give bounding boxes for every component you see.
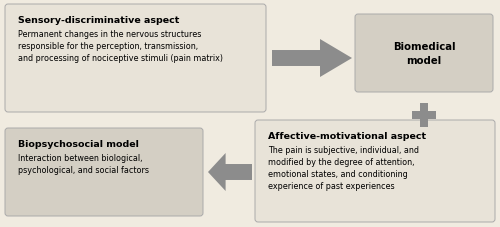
FancyBboxPatch shape [355, 15, 493, 93]
FancyBboxPatch shape [5, 128, 203, 216]
Text: Biomedical
model: Biomedical model [392, 42, 456, 66]
FancyBboxPatch shape [255, 121, 495, 222]
Text: The pain is subjective, individual, and
modified by the degree of attention,
emo: The pain is subjective, individual, and … [268, 145, 419, 191]
Text: Interaction between biological,
psychological, and social factors: Interaction between biological, psycholo… [18, 153, 149, 174]
Text: Sensory-discriminative aspect: Sensory-discriminative aspect [18, 16, 180, 25]
Polygon shape [272, 40, 352, 78]
FancyBboxPatch shape [5, 5, 266, 113]
Text: Affective-motivational aspect: Affective-motivational aspect [268, 131, 426, 140]
Text: Biopsychosocial model: Biopsychosocial model [18, 139, 139, 148]
Polygon shape [420, 104, 428, 127]
Polygon shape [208, 153, 252, 191]
Text: Permanent changes in the nervous structures
responsible for the perception, tran: Permanent changes in the nervous structu… [18, 30, 223, 63]
Polygon shape [412, 112, 436, 119]
